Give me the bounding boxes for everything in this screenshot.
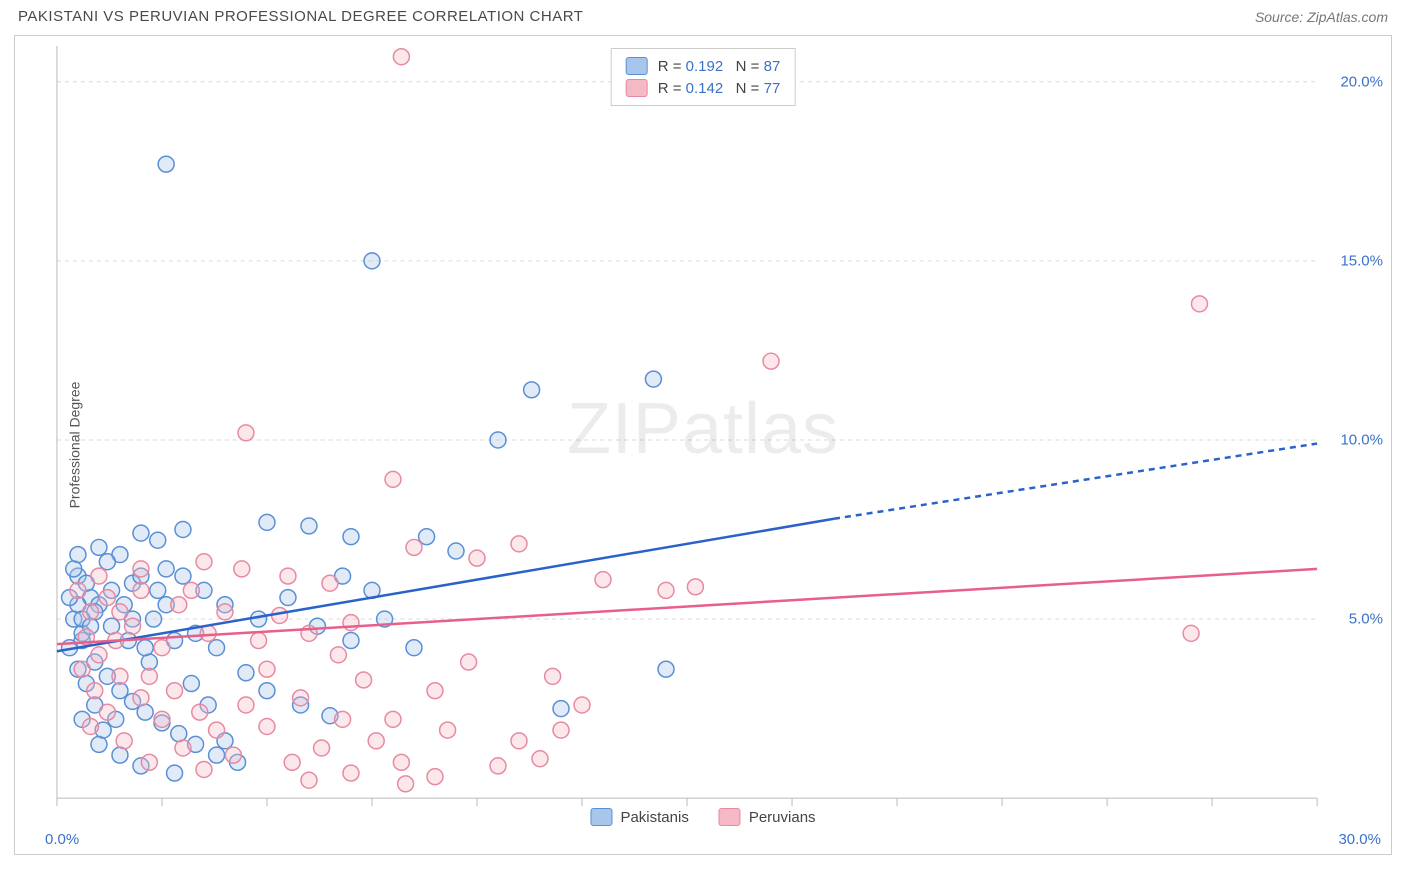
chart-title: PAKISTANI VS PERUVIAN PROFESSIONAL DEGRE…	[18, 8, 583, 25]
series-legend: Pakistanis Peruvians	[590, 808, 815, 826]
source-label: Source: ZipAtlas.com	[1255, 9, 1388, 25]
y-tick-label: 20.0%	[1340, 73, 1383, 90]
scatter-plot	[15, 36, 1391, 854]
x-axis-max-label: 30.0%	[1338, 831, 1381, 848]
legend-item: Pakistanis	[590, 808, 688, 826]
y-tick-label: 5.0%	[1349, 611, 1383, 628]
legend-swatch	[590, 808, 612, 826]
chart-container: Professional Degree ZIPatlas R = 0.192 N…	[14, 35, 1392, 855]
legend-label: Pakistanis	[620, 809, 688, 826]
y-tick-label: 10.0%	[1340, 431, 1383, 448]
y-axis-label: Professional Degree	[66, 382, 82, 509]
correlation-legend: R = 0.192 N = 87R = 0.142 N = 77	[611, 48, 796, 106]
legend-swatch	[626, 57, 648, 75]
legend-swatch	[719, 808, 741, 826]
legend-item: Peruvians	[719, 808, 816, 826]
x-axis-origin-label: 0.0%	[45, 831, 79, 848]
y-tick-label: 15.0%	[1340, 252, 1383, 269]
legend-label: Peruvians	[749, 809, 816, 826]
legend-row: R = 0.192 N = 87	[626, 55, 781, 77]
legend-swatch	[626, 79, 648, 97]
legend-row: R = 0.142 N = 77	[626, 77, 781, 99]
